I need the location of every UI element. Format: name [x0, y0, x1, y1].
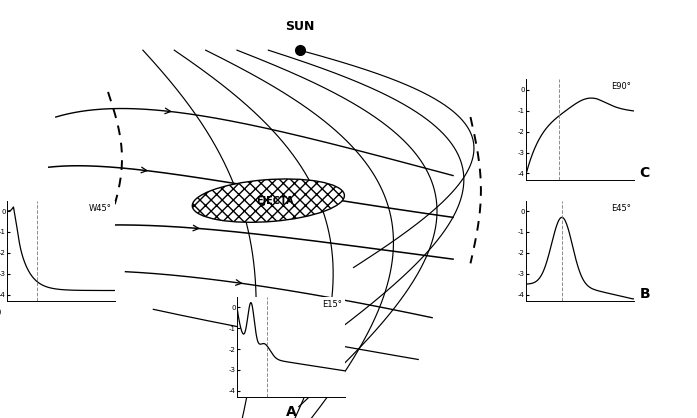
Text: B: B: [640, 287, 650, 301]
Text: E45°: E45°: [611, 204, 631, 213]
Text: E90°: E90°: [611, 82, 631, 92]
Ellipse shape: [192, 179, 344, 222]
Text: EJECTA: EJECTA: [256, 196, 294, 206]
Text: A: A: [286, 405, 296, 418]
Text: W45°: W45°: [89, 204, 112, 213]
Text: C: C: [640, 166, 650, 180]
Text: D: D: [0, 306, 1, 320]
Text: E15°: E15°: [322, 300, 342, 309]
Text: SUN: SUN: [285, 20, 314, 33]
